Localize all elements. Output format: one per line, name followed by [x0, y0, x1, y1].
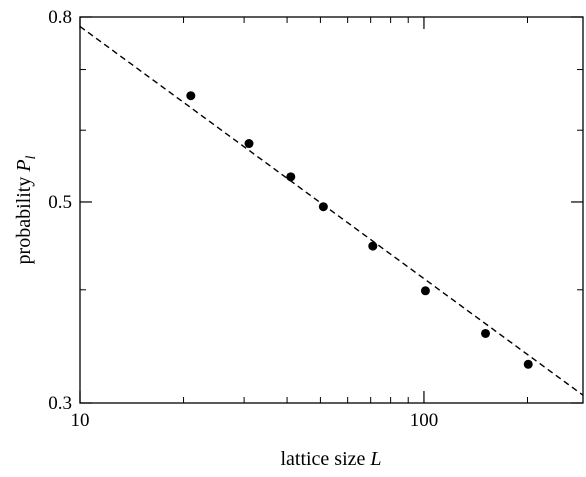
- y-axis-label: probability Pl: [13, 155, 39, 264]
- tick-marks: [79, 16, 583, 404]
- data-points: [186, 91, 533, 369]
- data-point: [523, 359, 533, 369]
- data-point: [286, 172, 296, 182]
- x-axis-label: lattice size L: [280, 448, 381, 470]
- y-axis-variable-subscript: l: [24, 155, 39, 159]
- x-axis-variable: L: [369, 448, 381, 470]
- plot-frame: [79, 16, 584, 404]
- y-tick-label: 0.3: [48, 393, 72, 414]
- data-point: [318, 202, 328, 212]
- x-tick-label: 10: [71, 410, 90, 431]
- data-point: [186, 91, 196, 101]
- data-point: [420, 286, 430, 296]
- tick-labels: 10 100 0.3 0.5 0.8: [48, 7, 438, 431]
- y-tick-label: 0.8: [48, 7, 72, 28]
- data-point: [368, 241, 378, 251]
- fit-line: [79, 25, 584, 396]
- y-tick-label: 0.5: [48, 192, 72, 213]
- x-axis-label-text: lattice size: [280, 448, 365, 470]
- y-axis-label-text: probability: [13, 177, 35, 265]
- data-point: [244, 139, 254, 149]
- data-point: [481, 328, 491, 338]
- y-axis-variable: P: [13, 159, 35, 172]
- x-tick-label: 100: [410, 410, 439, 431]
